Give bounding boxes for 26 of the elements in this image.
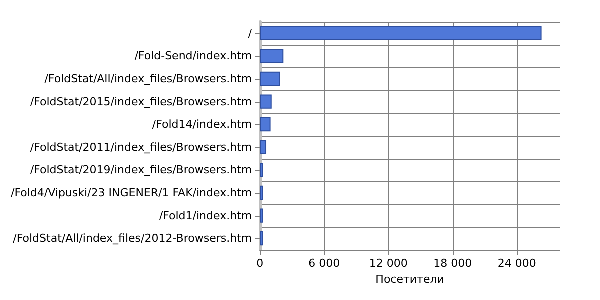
bar (260, 140, 267, 154)
bar (260, 118, 271, 132)
y-tick-label: /Fold-Send/index.htm (134, 50, 252, 63)
bar (260, 208, 264, 223)
bar (260, 94, 272, 109)
y-tick-label: /FoldStat/All/index_files/Browsers.htm (44, 72, 252, 86)
y-tick-label: /FoldStat/2015/index_files/Browsers.htm (30, 95, 252, 108)
bar (260, 72, 280, 86)
y-tick-label: / (248, 26, 252, 40)
y-tick-label: /FoldStat/2019/index_files/Browsers.htm (30, 164, 252, 177)
y-tick-label: /FoldStat/2011/index_files/Browsers.htm (30, 140, 252, 154)
bar (260, 232, 264, 246)
bar (260, 163, 264, 178)
x-tick-label: 24 000 (498, 257, 536, 270)
bar (260, 49, 284, 64)
x-tick-label: 12 000 (369, 257, 408, 270)
y-tick-label: /Fold1/index.htm (159, 209, 252, 222)
x-tick-label: 0 (256, 257, 264, 270)
y-tick-label: /FoldStat/All/index_files/2012-Browsers.htm (13, 232, 252, 246)
bar (260, 186, 264, 200)
x-tick-label: 18 000 (434, 257, 472, 270)
bar (260, 26, 542, 40)
y-tick-label: /Fold14/index.htm (152, 118, 252, 132)
x-axis-title: Посетители (376, 272, 444, 286)
x-tick-label: 6 000 (308, 257, 340, 270)
y-tick-label: /Fold4/Vipuski/23 INGENER/1 FAK/index.htm (10, 186, 252, 200)
